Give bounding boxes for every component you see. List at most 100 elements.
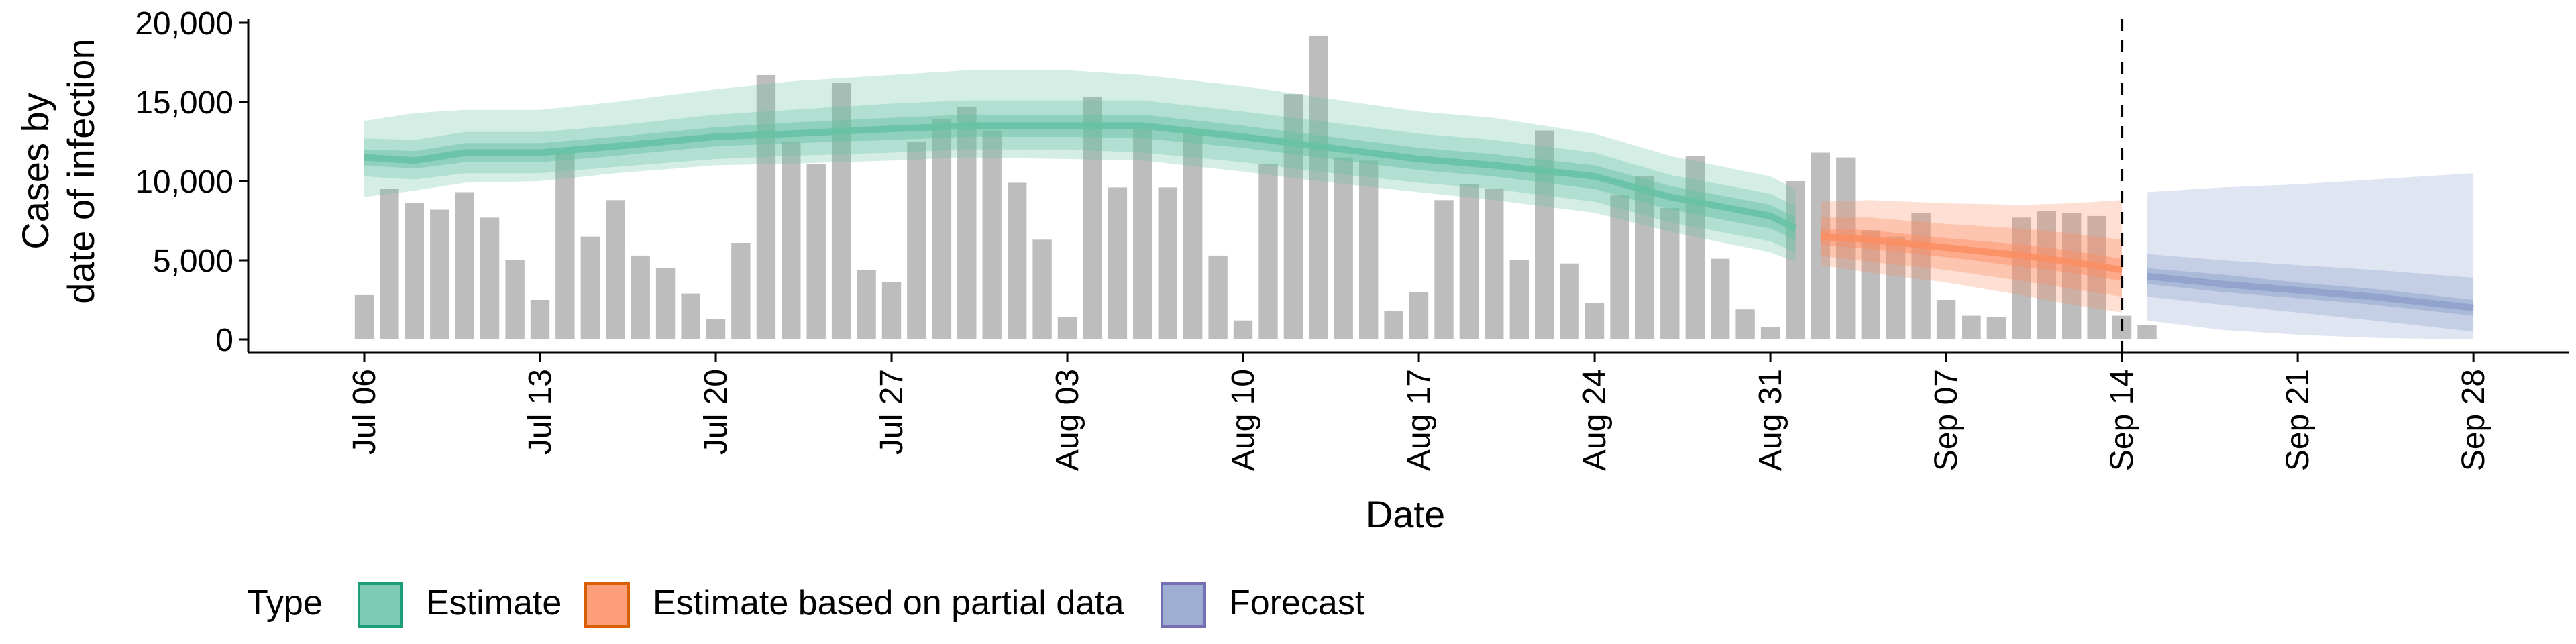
case-bar <box>1911 213 1931 339</box>
case-bar <box>831 83 851 339</box>
reported-cases-bars <box>354 35 2157 340</box>
legend-swatch-estimate-based-on-partial-data <box>584 582 630 628</box>
case-bar <box>1560 263 1579 339</box>
case-bar <box>631 255 650 339</box>
case-bar <box>706 319 726 339</box>
case-bar <box>1986 317 2006 339</box>
case-bar <box>1359 160 1379 340</box>
x-tick-label: Sep 21 <box>2280 369 2316 471</box>
case-bar <box>1936 300 1956 339</box>
case-bar <box>1811 152 1831 339</box>
legend-label-forecast: Forecast <box>1229 584 1365 623</box>
case-bar <box>1861 230 1880 339</box>
case-bar <box>2062 213 2082 339</box>
case-bar <box>1610 195 1629 339</box>
case-bar <box>857 270 876 339</box>
x-tick-label: Aug 31 <box>1753 369 1788 471</box>
legend-title: Type <box>247 584 323 623</box>
case-bar <box>1334 157 1353 339</box>
x-tick-label: Aug 10 <box>1226 369 1261 471</box>
legend-label-estimate-based-on-partial-data: Estimate based on partial data <box>653 584 1124 623</box>
case-bar <box>1208 255 1228 339</box>
case-bar <box>1836 157 1856 339</box>
case-bar <box>1760 327 1780 339</box>
case-bar <box>1233 320 1253 339</box>
case-bar <box>1685 156 1705 339</box>
estimate-inner-interval <box>364 114 1796 240</box>
x-tick-label: Jul 20 <box>698 369 734 455</box>
x-tick-label: Sep 28 <box>2456 369 2491 471</box>
x-tick-label: Aug 03 <box>1050 369 1085 471</box>
legend-swatch-estimate <box>358 582 403 628</box>
case-bar <box>982 130 1002 339</box>
case-bar <box>681 293 700 339</box>
estimate-based-on-partial-data-mid-interval <box>1820 217 2123 297</box>
case-bar <box>480 217 500 339</box>
estimate-wide-interval <box>364 70 1796 262</box>
y-tick-label: 15,000 <box>135 85 233 121</box>
case-bar <box>606 200 625 339</box>
case-bar <box>2137 325 2157 339</box>
case-bar <box>1083 97 1102 339</box>
case-bar <box>907 142 926 339</box>
case-bar <box>1384 311 1403 339</box>
case-bar <box>806 164 826 339</box>
case-bar <box>1057 317 1077 339</box>
x-axis: Jul 06 Jul 13 Jul 20 Jul 27 Aug 03 Aug 10 Aug … <box>248 351 2569 471</box>
case-bar <box>1735 309 1755 339</box>
x-tick-label: Jul 27 <box>874 369 910 455</box>
estimate-based-on-partial-data-median-line <box>1820 233 2123 274</box>
case-bar <box>1485 189 1504 339</box>
y-tick-label: 20,000 <box>135 6 233 42</box>
case-bar <box>1886 236 1906 339</box>
case-bar <box>932 119 952 339</box>
case-bar <box>354 294 374 339</box>
case-bar <box>881 282 902 339</box>
case-bar <box>782 142 801 339</box>
case-bar <box>405 203 424 339</box>
x-tick-label: Aug 17 <box>1401 369 1437 471</box>
y-tick-label: 5,000 <box>153 244 233 279</box>
case-bar <box>731 243 751 339</box>
case-bar <box>1459 184 1479 339</box>
x-tick-label: Jul 13 <box>523 369 558 455</box>
case-bar <box>1535 130 1554 339</box>
x-tick-label: Sep 07 <box>1929 369 1964 471</box>
case-bar <box>1660 208 1680 339</box>
x-axis-title: Date <box>1366 493 1445 535</box>
case-bar <box>957 107 977 339</box>
case-bar <box>1635 176 1655 339</box>
case-bar <box>756 74 776 340</box>
legend-swatch-forecast <box>1161 582 1206 628</box>
y-tick-label: 0 <box>215 323 233 358</box>
case-bar <box>2087 215 2106 339</box>
case-bar <box>1158 187 1177 339</box>
y-tick-label: 10,000 <box>135 164 233 200</box>
case-bar <box>1283 94 1303 339</box>
case-bar <box>655 268 676 339</box>
x-tick-label: Sep 14 <box>2104 369 2140 471</box>
case-bar <box>1409 292 1429 339</box>
case-bar <box>580 236 600 339</box>
case-bar <box>380 189 399 339</box>
case-bar <box>1133 129 1152 339</box>
estimate-ribbons <box>364 70 2474 339</box>
case-bar <box>1434 200 1454 339</box>
y-axis-title-line-1: Cases by <box>14 93 56 249</box>
case-bar <box>1258 164 1278 339</box>
legend: Type Estimate Estimate based on partial d… <box>247 582 1365 628</box>
y-axis-title-line-2: date of infection <box>60 38 102 303</box>
estimate-median-line <box>364 122 1797 232</box>
legend-label-estimate: Estimate <box>426 584 561 623</box>
case-bar <box>1962 315 1981 339</box>
y-axis: 0 5,000 10,000 15,000 20,000 <box>135 6 250 358</box>
legend-items: Estimate Estimate based on partial data Fo… <box>358 582 1365 628</box>
case-bar <box>1585 303 1605 339</box>
case-bar <box>1183 130 1203 339</box>
case-bar <box>1509 260 1529 339</box>
case-bar <box>530 300 550 339</box>
x-tick-label: Jul 06 <box>347 369 382 455</box>
x-tick-label: Aug 24 <box>1577 369 1613 471</box>
case-bar <box>1108 187 1128 339</box>
